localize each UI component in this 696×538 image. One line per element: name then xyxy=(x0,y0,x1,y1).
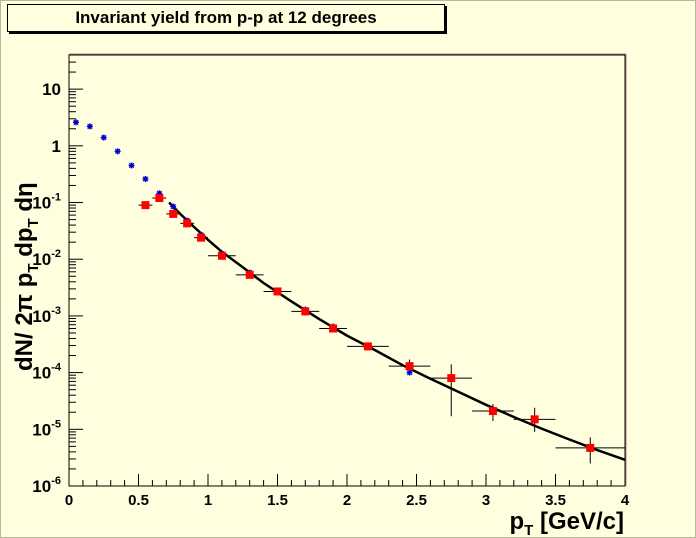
x-axis-title: pT [GeV/c] xyxy=(509,508,624,538)
chart-title: Invariant yield from p-p at 12 degrees xyxy=(75,8,377,27)
star-marker xyxy=(170,203,177,210)
square-marker xyxy=(301,307,310,316)
x-tick-label: 0.5 xyxy=(128,492,149,509)
square-marker xyxy=(447,374,456,383)
x-tick-label: 0 xyxy=(65,492,73,509)
x-tick-label: 3 xyxy=(482,492,490,509)
y-tick-label: 10-6 xyxy=(32,475,61,496)
square-marker xyxy=(530,415,539,424)
x-tick-label: 3.5 xyxy=(545,492,566,509)
square-marker xyxy=(273,287,282,296)
y-tick-label: 10-3 xyxy=(32,305,61,326)
x-axis: 0 0.5 1 1.5 2 2.5 3 3.5 4 xyxy=(65,474,630,509)
x-tick-label: 2 xyxy=(343,492,351,509)
star-marker xyxy=(86,123,93,130)
square-marker xyxy=(488,407,497,416)
square-marker xyxy=(183,219,192,228)
star-marker xyxy=(114,148,121,155)
title-box: Invariant yield from p-p at 12 degrees xyxy=(7,4,445,32)
fit-curve xyxy=(168,201,626,461)
square-marker xyxy=(169,209,178,218)
star-marker xyxy=(406,369,413,376)
square-marker xyxy=(329,324,338,333)
y-tick-label: 1 xyxy=(52,137,61,156)
star-marker xyxy=(142,175,149,182)
marker-layer xyxy=(72,119,595,452)
y-tick-label: 10-2 xyxy=(32,248,61,269)
y-axis: 10 1 10-1 10-2 10-3 10-4 10-5 10-6 xyxy=(32,54,83,496)
square-marker xyxy=(155,194,164,203)
square-marker xyxy=(197,233,206,242)
square-marker xyxy=(141,201,150,210)
star-marker xyxy=(128,162,135,169)
square-marker xyxy=(363,342,372,351)
y-axis-title: dN/ 2π pT dpT dη xyxy=(11,182,42,371)
star-marker xyxy=(100,134,107,141)
square-marker xyxy=(217,251,226,260)
y-tick-label: 10-1 xyxy=(32,192,61,213)
y-tick-label: 10 xyxy=(42,80,61,99)
fit-curve-layer xyxy=(168,201,626,461)
square-marker xyxy=(586,443,595,452)
x-tick-label: 4 xyxy=(621,492,630,509)
x-tick-label: 1 xyxy=(204,492,212,509)
x-tick-label: 2.5 xyxy=(406,492,427,509)
plot-area xyxy=(68,54,626,487)
y-tick-label: 10-4 xyxy=(32,362,62,383)
y-tick-label: 10-5 xyxy=(32,418,61,439)
x-tick-label: 1.5 xyxy=(267,492,288,509)
square-marker xyxy=(245,270,254,279)
square-marker xyxy=(405,362,414,371)
star-marker xyxy=(72,119,79,126)
